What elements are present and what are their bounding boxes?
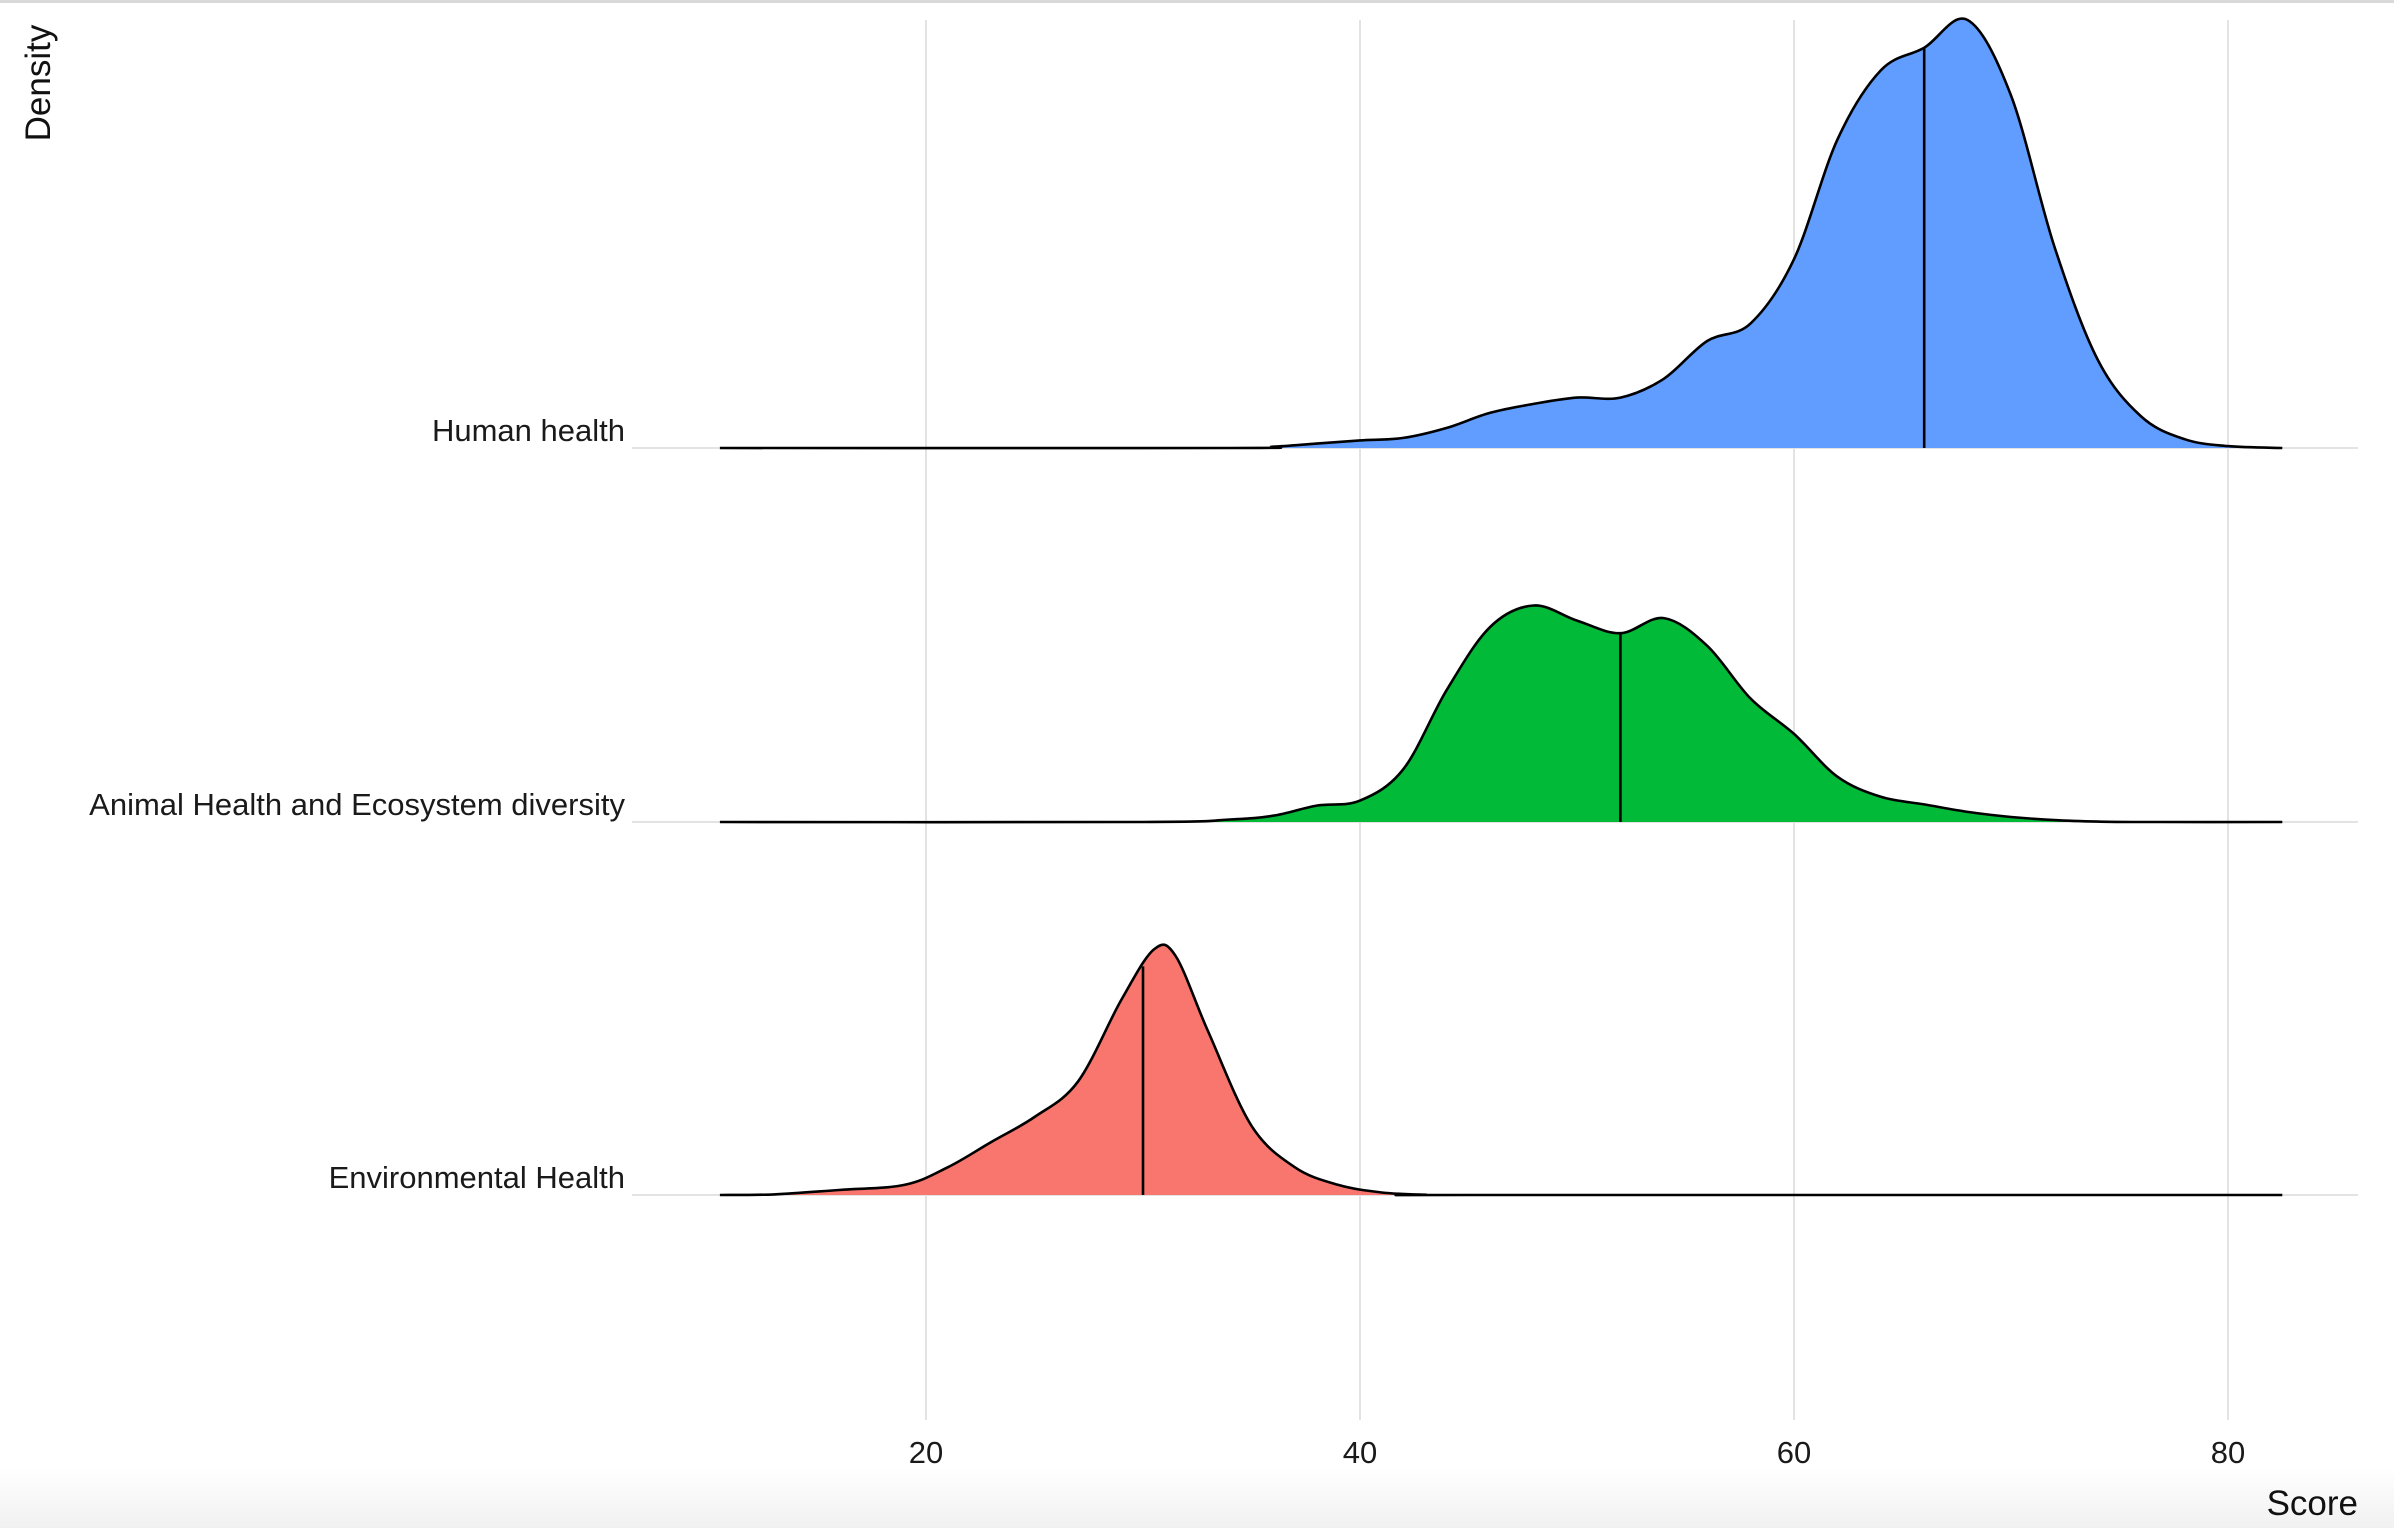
ridge-fill-1 [719,605,2283,823]
bottom-shadow [0,1468,2394,1528]
ridge-outline-0 [719,943,2283,1197]
ridge-1 [719,604,2283,824]
x-tick-40: 40 [1343,1435,1377,1470]
x-axis-title: Score [2267,1484,2358,1523]
x-tick-20: 20 [909,1435,943,1470]
category-label-2: Human health [432,413,625,448]
x-tick-60: 60 [1777,1435,1811,1470]
category-labels: Environmental Health Animal Health and Ec… [89,413,625,1195]
density-ridges [719,17,2283,1197]
top-border [0,0,2394,3]
ridge-fill-0 [719,944,2283,1196]
category-label-0: Environmental Health [329,1160,625,1195]
ridge-outline-2 [719,17,2283,450]
ridge-outline-1 [719,604,2283,824]
category-label-1: Animal Health and Ecosystem diversity [89,787,625,822]
y-axis-title: Density [19,24,58,141]
ridge-0 [719,943,2283,1197]
x-tick-80: 80 [2211,1435,2245,1470]
ridge-fill-2 [719,18,2283,449]
ridge-2 [719,17,2283,450]
x-tick-labels: 20 40 60 80 [909,1435,2245,1470]
